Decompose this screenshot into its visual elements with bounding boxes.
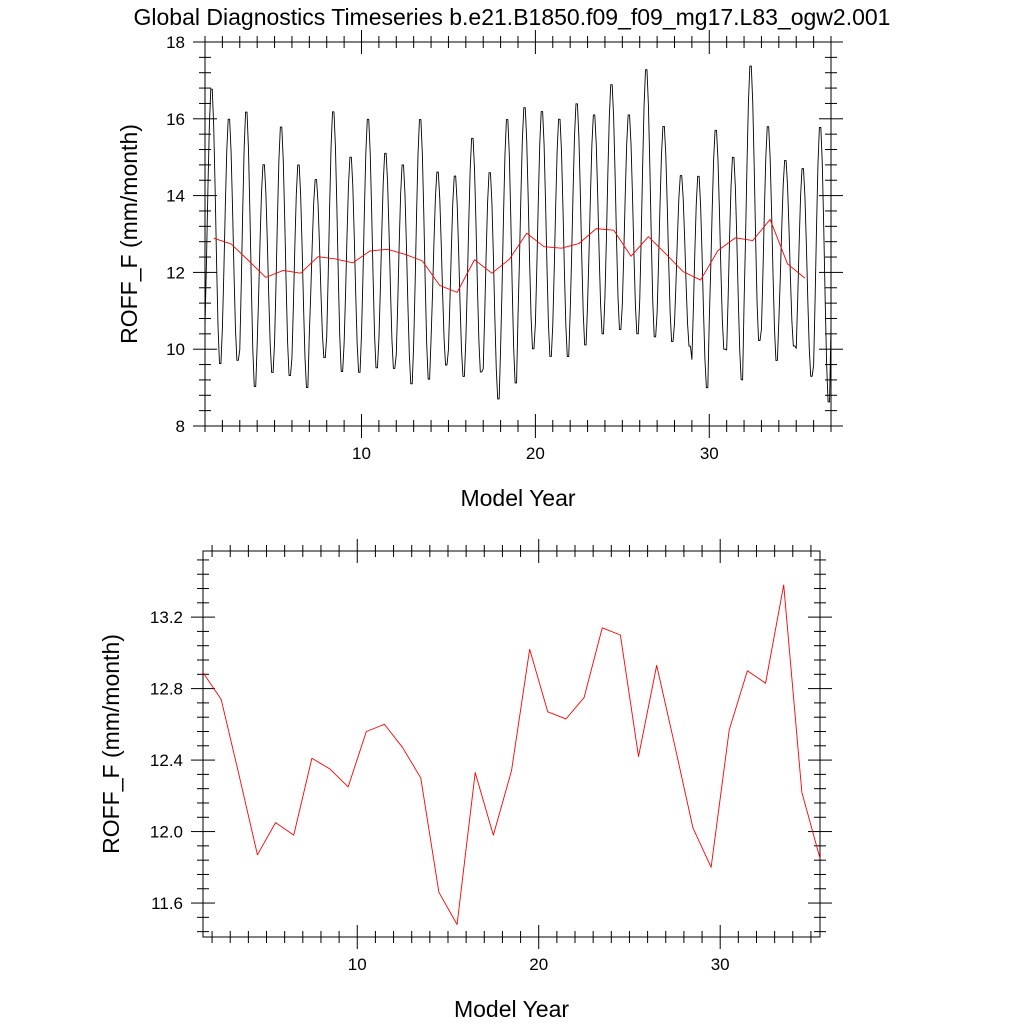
tick-marks-top — [193, 30, 843, 438]
y-tick-label: 12.8 — [150, 680, 183, 699]
x-tick-label: 30 — [700, 444, 719, 463]
annual-mean-line — [213, 218, 806, 293]
panel-bottom: 10 20 30 11.6 12.0 12.4 12.8 13.2 Model Year RO… — [98, 539, 832, 1022]
y-tick-label: 14 — [166, 187, 185, 206]
x-tick-label: 10 — [352, 444, 371, 463]
y-tick-label: 10 — [166, 340, 185, 359]
monthly-series-line — [204, 65, 832, 403]
annual-mean-line — [202, 584, 821, 925]
x-tick-label: 20 — [526, 444, 545, 463]
series-group-bottom — [202, 584, 821, 925]
y-tick-label: 18 — [166, 33, 185, 52]
x-tick-label: 30 — [711, 955, 730, 974]
y-tick-label: 8 — [176, 417, 185, 436]
y-tick-label: 12.0 — [150, 823, 183, 842]
series-group-top — [204, 65, 832, 403]
y-axis-label-bottom: ROFF_F (mm/month) — [98, 634, 124, 854]
y-tick-label: 16 — [166, 110, 185, 129]
panel-top: 10 20 30 8 10 12 14 16 18 Model Year ROFF_F (mm/… — [116, 30, 843, 511]
tick-labels-top: 10 20 30 8 10 12 14 16 18 — [166, 33, 719, 463]
y-tick-label: 13.2 — [150, 608, 183, 627]
x-axis-label-top: Model Year — [460, 485, 575, 511]
page-title: Global Diagnostics Timeseries b.e21.B185… — [134, 4, 891, 30]
x-axis-label-bottom: Model Year — [454, 996, 569, 1022]
tick-labels-bottom: 10 20 30 11.6 12.0 12.4 12.8 13.2 — [150, 608, 730, 974]
tick-marks-bottom — [191, 539, 832, 949]
x-tick-label: 20 — [529, 955, 548, 974]
y-tick-label: 11.6 — [151, 894, 183, 913]
x-tick-label: 10 — [348, 955, 367, 974]
y-tick-label: 12 — [166, 263, 185, 282]
y-axis-label-top: ROFF_F (mm/month) — [116, 124, 142, 344]
plot-frame-bottom — [202, 550, 821, 938]
y-tick-label: 12.4 — [150, 751, 183, 770]
